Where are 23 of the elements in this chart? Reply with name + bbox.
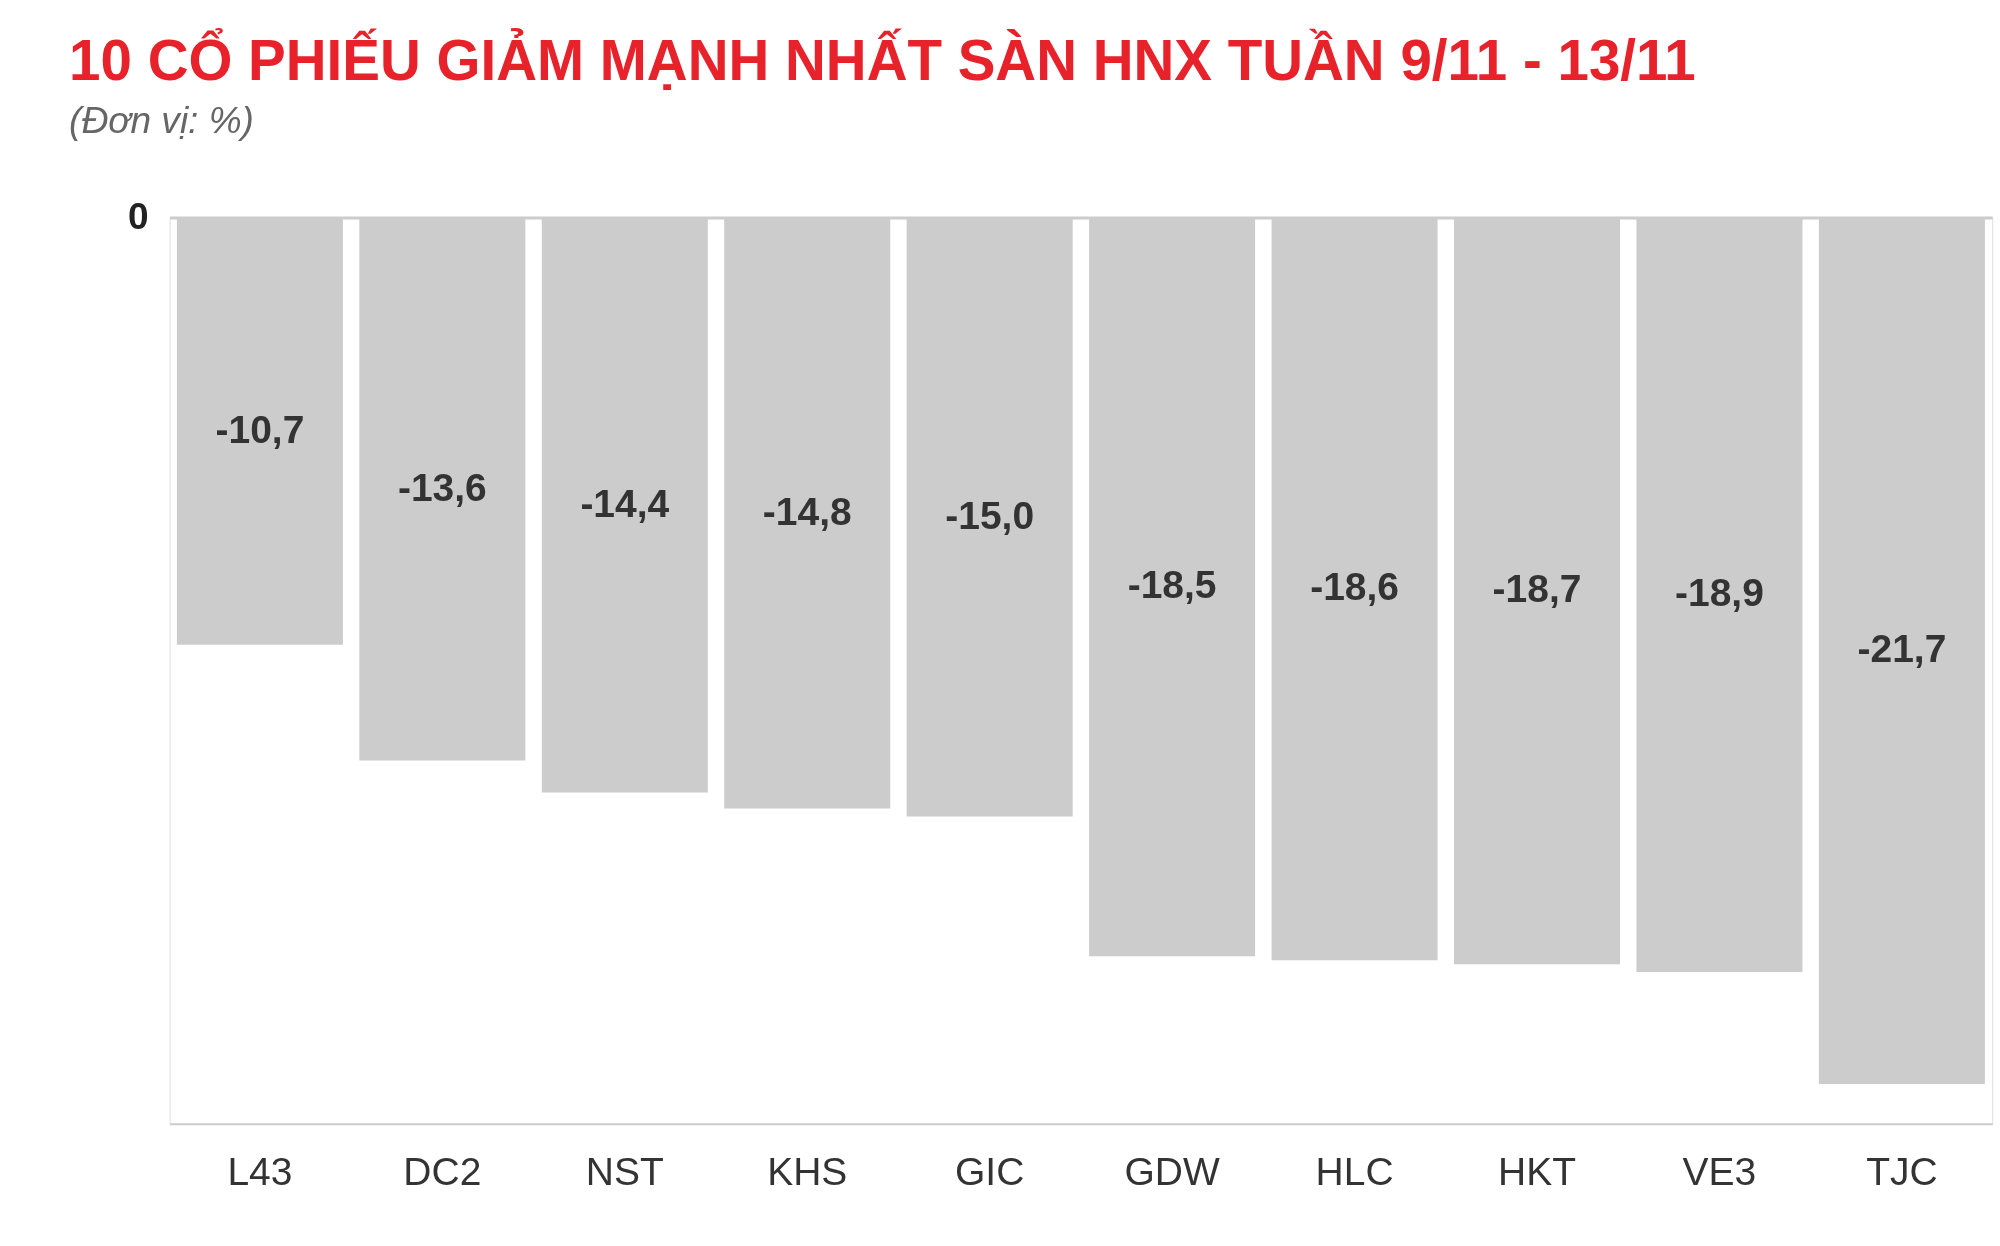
x-tick-label: GIC — [955, 1149, 1025, 1193]
data-label: -10,7 — [215, 407, 305, 451]
data-label: -18,6 — [1310, 565, 1399, 609]
x-tick-label: GDW — [1124, 1149, 1220, 1193]
data-label: -18,5 — [1127, 563, 1217, 607]
data-label: -13,6 — [397, 465, 487, 509]
x-tick-label: HLC — [1315, 1149, 1394, 1193]
x-tick-label: VE3 — [1682, 1149, 1757, 1193]
data-label: -14,4 — [580, 481, 670, 525]
data-label: -15,0 — [945, 493, 1035, 537]
x-tick-label: HKT — [1498, 1149, 1576, 1193]
data-label: -18,7 — [1492, 567, 1582, 611]
x-tick-label: DC2 — [403, 1149, 482, 1193]
chart-title: 10 CỔ PHIẾU GIẢM MẠNH NHẤT SÀN HNX TUẦN 9/11 - 13/11 — [69, 28, 1696, 92]
x-tick-label: L43 — [227, 1149, 293, 1193]
x-tick-label: KHS — [767, 1149, 848, 1193]
data-label: -21,7 — [1857, 627, 1947, 671]
data-label: -18,9 — [1675, 571, 1764, 615]
x-tick-label: NST — [585, 1149, 664, 1193]
chart-subtitle: (Đơn vị: %) — [69, 98, 254, 141]
data-label: -14,8 — [762, 489, 852, 533]
x-tick-label: TJC — [1866, 1149, 1938, 1193]
ref-line-label: 0 — [128, 194, 149, 237]
